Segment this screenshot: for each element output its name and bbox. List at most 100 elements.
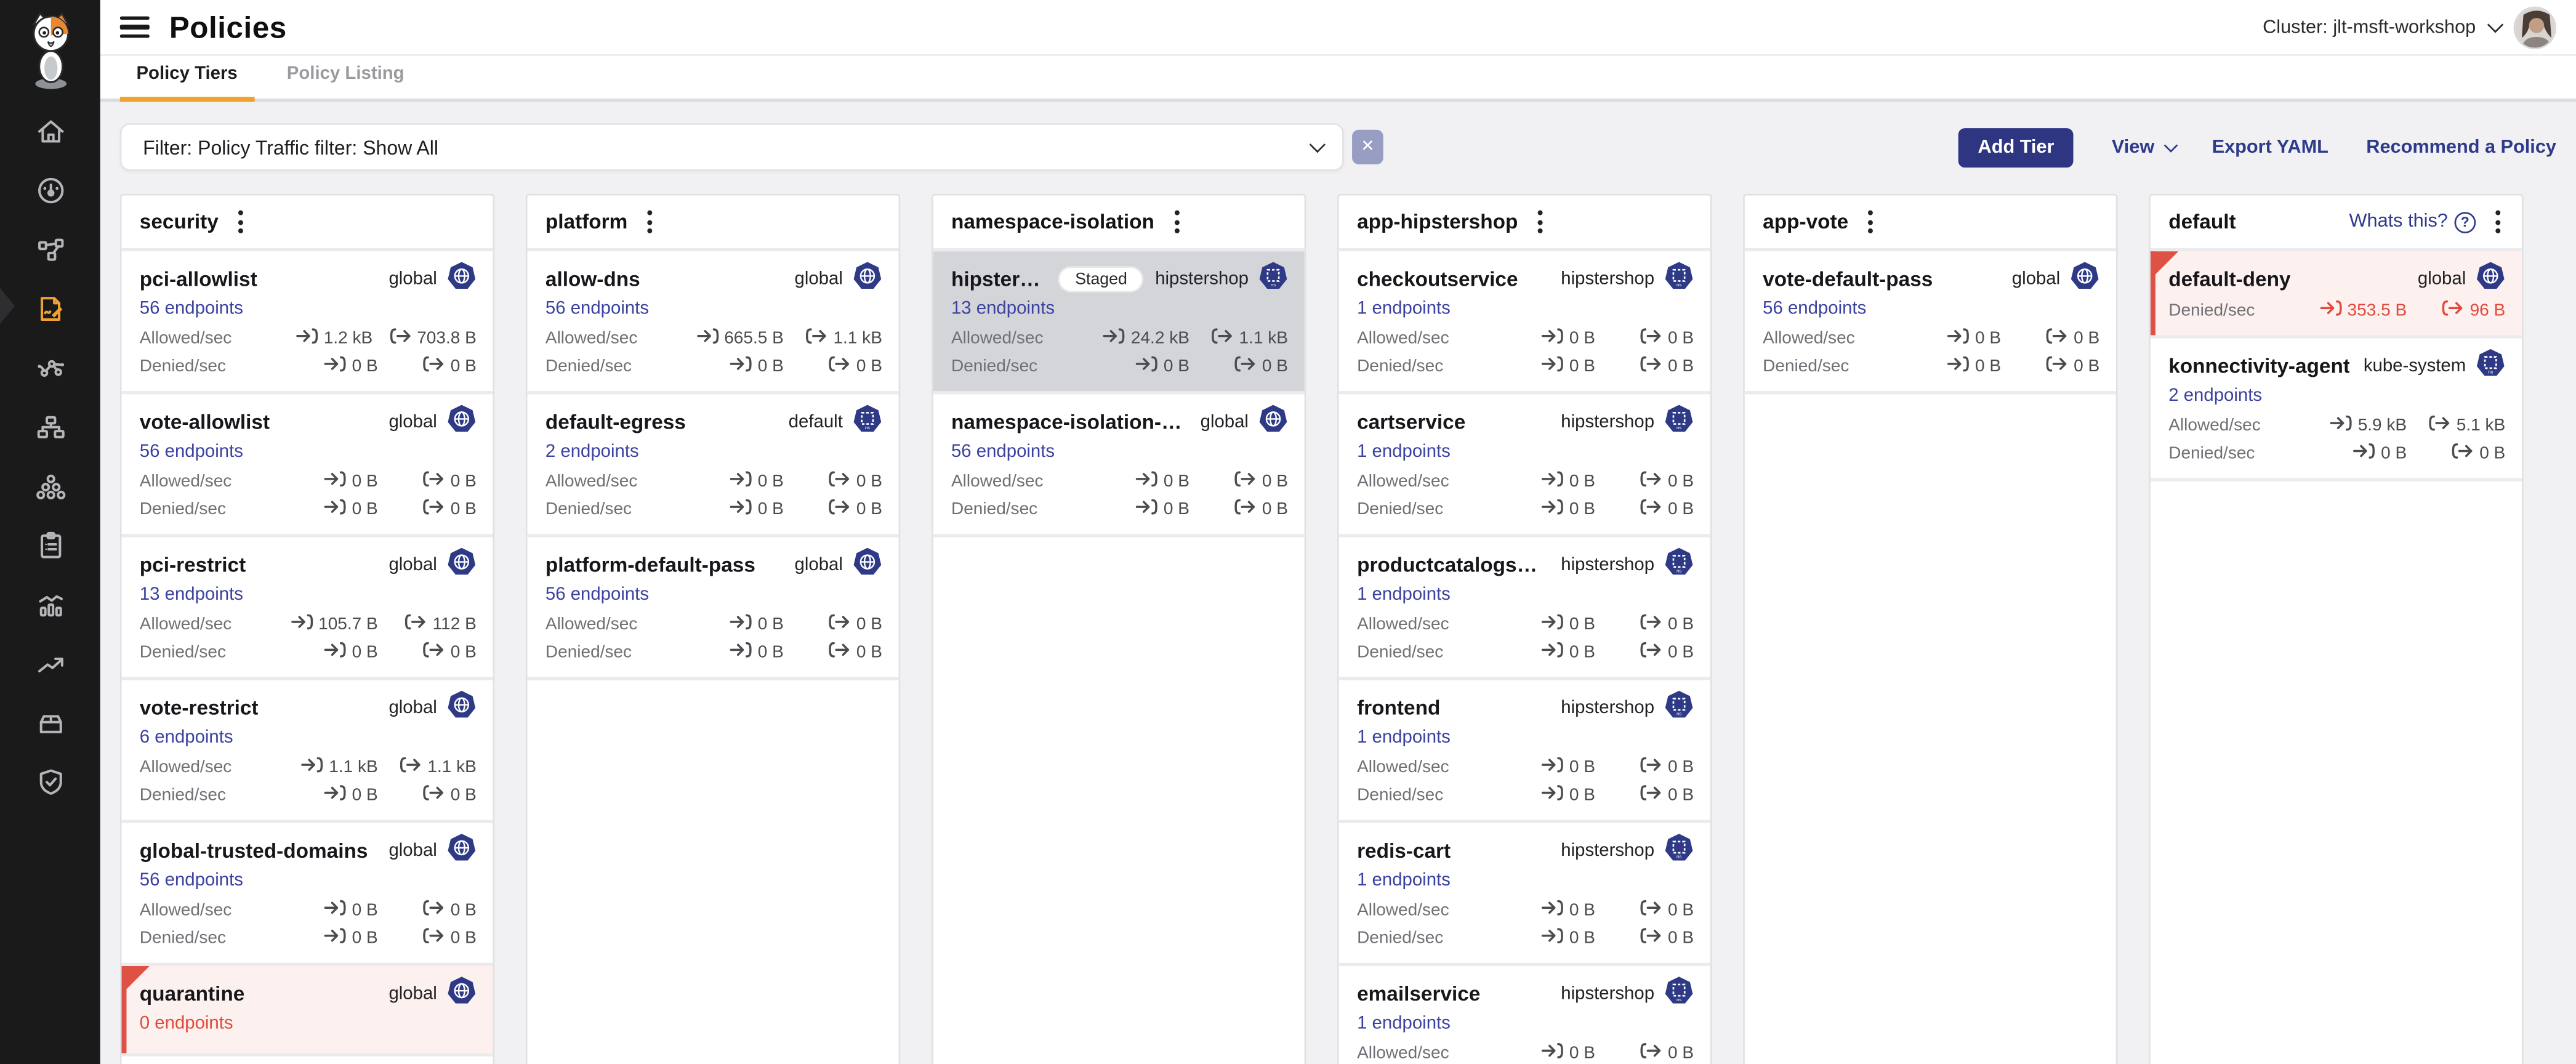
kebab-menu-icon[interactable] [231,206,249,238]
compliance-clipboard-icon[interactable] [0,516,100,575]
policy-card[interactable]: security-default-pass global [121,1057,493,1064]
policy-card[interactable]: vote-restrict global 6 endpoints Allowed… [121,680,493,823]
endpoints-link[interactable]: 56 endpoints [545,299,649,321]
scope-label: global [388,841,437,861]
chevron-down-icon [2487,17,2503,33]
policy-card[interactable]: platform-default-pass global 56 endpoint… [528,538,899,680]
endpoints-link[interactable]: 1 endpoints [1357,728,1451,749]
hierarchy-icon[interactable] [0,398,100,457]
namespace-scope-icon: ns [1664,546,1694,576]
ingress-value: 0 B [1569,784,1595,804]
policy-card[interactable]: pci-restrict global 13 endpoints Allowed… [121,538,493,680]
package-box-icon[interactable] [0,693,100,752]
ingress-icon [1542,1041,1564,1058]
endpoints-link[interactable]: 1 endpoints [1357,442,1451,464]
tier-help-link[interactable]: Whats this? ? [2349,211,2476,233]
ingress-icon [324,640,347,658]
stats-chart-icon[interactable] [0,575,100,634]
endpoints-link[interactable]: 0 endpoints [140,1014,233,1035]
policy-name: vote-restrict [140,696,259,719]
clear-filter-button[interactable]: ✕ [1352,130,1383,164]
policy-card[interactable]: redis-cart hipstershop ns 1 endpoints Al… [1339,823,1710,966]
scope-label: hipstershop [1561,984,1654,1004]
endpoints-link[interactable]: 56 endpoints [140,442,243,464]
policies-icon[interactable] [0,280,100,339]
kebab-menu-icon[interactable] [1167,206,1185,238]
policy-card[interactable]: frontend hipstershop ns 1 endpoints Allo… [1339,680,1710,823]
policy-name: pci-restrict [140,554,246,576]
policy-card[interactable]: cartservice hipstershop ns 1 endpoints A… [1339,394,1710,537]
policy-scope: global [376,403,477,441]
policy-card[interactable]: emailservice hipstershop ns 1 endpoints … [1339,966,1710,1064]
policy-card[interactable]: productcatalogservice hipstershop ns 1 e… [1339,538,1710,680]
endpoints-link[interactable]: 56 endpoints [951,442,1055,464]
stat-label: Allowed/sec [140,757,232,776]
policy-stats: Allowed/sec 0 B 0 B Denied/sec 0 B 0 B [951,470,1288,519]
tab-policy-listing[interactable]: Policy Listing [277,64,414,99]
egress-value: 0 B [1668,614,1694,634]
policy-card[interactable]: global-trusted-domains global 56 endpoin… [121,823,493,966]
policy-card[interactable]: hipstershop-gh… Staged hipstershop ns 13… [933,251,1305,394]
endpoints-link[interactable]: 1 endpoints [1357,1014,1451,1035]
stat-label: Denied/sec [140,784,226,804]
policy-card[interactable]: checkoutservice hipstershop ns 1 endpoin… [1339,251,1710,394]
policy-card[interactable]: vote-default-pass global 56 endpoints Al… [1745,251,2116,394]
endpoints-link[interactable]: 1 endpoints [1357,585,1451,607]
policy-card[interactable]: vote-allowlist global 56 endpoints Allow… [121,394,493,537]
hamburger-icon[interactable] [120,17,150,38]
stat-label: Denied/sec [1357,499,1443,518]
home-icon[interactable] [0,102,100,161]
policy-card[interactable]: quarantine global 0 endpoints [121,966,493,1057]
export-yaml-button[interactable]: Export YAML [2212,137,2328,157]
endpoints-link[interactable]: 2 endpoints [545,442,639,464]
scope-icon: ns [1258,260,1288,298]
kebab-menu-icon[interactable] [1531,206,1549,238]
trend-arrow-icon[interactable] [0,634,100,693]
dashboard-gauge-icon[interactable] [0,161,100,220]
policy-stats: Allowed/sec 0 B 0 B Denied/sec 0 B 0 B [545,470,882,519]
endpoints-link[interactable]: 56 endpoints [1763,299,1866,321]
avatar[interactable] [2514,6,2556,48]
policy-scope: global [376,260,477,298]
policy-card[interactable]: default-deny global Denied/sec 353.5 B 9… [2151,251,2522,338]
scope-icon: ns [1664,403,1694,441]
policy-card[interactable]: konnectivity-agent kube-system ns 2 endp… [2151,339,2522,482]
endpoints-link[interactable]: 1 endpoints [1357,299,1451,321]
stat-row: Allowed/sec 0 B 0 B [1357,327,1694,349]
ingress-icon [1542,783,1564,800]
policy-card[interactable]: namespace-isolation-default-p… global 56… [933,394,1305,537]
ingress-icon [1947,326,1970,344]
kebab-menu-icon[interactable] [1862,206,1880,238]
endpoints-link[interactable]: 56 endpoints [140,299,243,321]
tab-policy-tiers[interactable]: Policy Tiers [126,64,247,99]
policy-stats: Allowed/sec 0 B 0 B Denied/sec 0 B 0 B [1357,1042,1694,1064]
kebab-menu-icon[interactable] [641,206,659,238]
policy-card[interactable]: pci-allowlist global 56 endpoints Allowe… [121,251,493,394]
traffic-filter-select[interactable]: Filter: Policy Traffic filter: Show All [120,123,1344,171]
shield-check-icon[interactable] [0,752,100,812]
recommend-policy-button[interactable]: Recommend a Policy [2366,137,2556,157]
endpoints-link[interactable]: 13 endpoints [140,585,243,607]
cluster-selector[interactable]: Cluster: jlt-msft-workshop [2263,17,2498,37]
scope-label: hipstershop [1561,270,1654,289]
service-graph-icon[interactable] [0,220,100,280]
ingress-value: 0 B [352,900,378,919]
egress-value: 1.1 kB [427,757,476,776]
add-tier-button[interactable]: Add Tier [1958,127,2074,167]
endpoints-link[interactable]: 2 endpoints [2168,386,2262,408]
policy-name: konnectivity-agent [2168,355,2350,377]
endpoints-link[interactable]: 56 endpoints [545,585,649,607]
endpoints-link[interactable]: 56 endpoints [140,871,243,892]
policy-card[interactable]: default-egress default ns 2 endpoints Al… [528,394,899,537]
cluster-nodes-icon[interactable] [0,457,100,516]
endpoints-link[interactable]: 1 endpoints [1357,871,1451,892]
view-menu-button[interactable]: View [2112,137,2174,157]
kebab-menu-icon[interactable] [2489,206,2507,238]
policy-card[interactable]: allow-dns global 56 endpoints Allowed/se… [528,251,899,394]
endpoints-link[interactable]: 13 endpoints [951,299,1055,321]
endpoints-link[interactable]: 6 endpoints [140,728,233,749]
stat-row: Allowed/sec 0 B 0 B [545,470,882,491]
egress-icon [422,783,445,800]
flow-graph-icon[interactable] [0,339,100,398]
calico-cat-logo[interactable] [0,0,100,102]
